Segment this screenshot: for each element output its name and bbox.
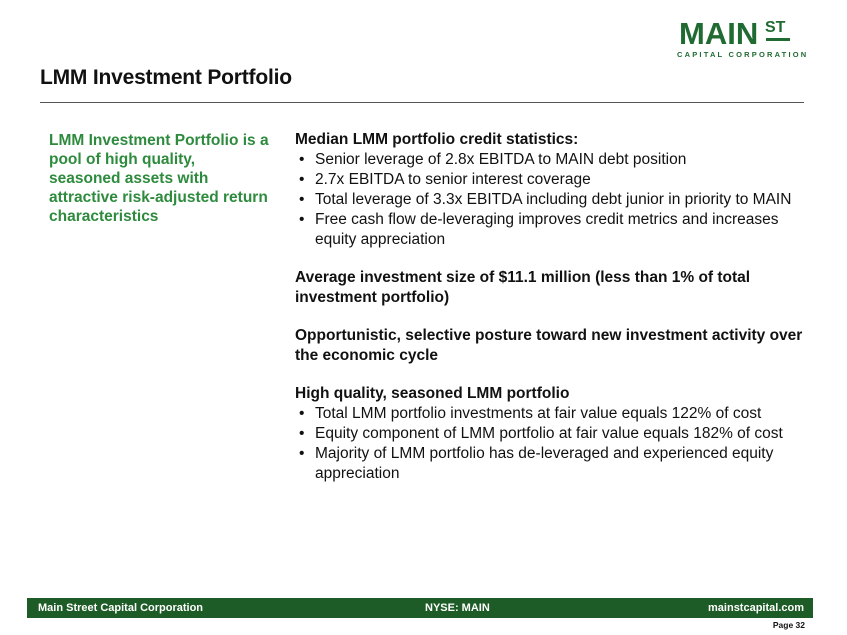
title-divider	[40, 102, 804, 103]
logo-underline	[766, 38, 790, 41]
content-body: Median LMM portfolio credit statistics: …	[295, 130, 805, 484]
spacer	[295, 250, 805, 268]
section-heading: Median LMM portfolio credit statistics:	[295, 131, 579, 148]
section-credit-stats: Median LMM portfolio credit statistics: …	[295, 130, 805, 250]
footer-bar: Main Street Capital Corporation NYSE: MA…	[27, 598, 813, 618]
section-heading: Average investment size of $11.1 million…	[295, 269, 751, 306]
page-title: LMM Investment Portfolio	[40, 66, 292, 89]
footer-website-link[interactable]: mainstcapital.com	[708, 602, 804, 614]
bullet-item: Total LMM portfolio investments at fair …	[295, 404, 805, 424]
bullet-item: Free cash flow de-leveraging improves cr…	[295, 210, 805, 250]
section-posture: Opportunistic, selective posture toward …	[295, 326, 805, 366]
bullet-item: Majority of LMM portfolio has de-leverag…	[295, 444, 805, 484]
logo-subtitle: CAPITAL CORPORATION	[677, 50, 809, 59]
section-heading: High quality, seasoned LMM portfolio	[295, 385, 570, 402]
footer-ticker: NYSE: MAIN	[425, 602, 490, 614]
spacer	[295, 308, 805, 326]
bullet-item: Senior leverage of 2.8x EBITDA to MAIN d…	[295, 150, 805, 170]
section-portfolio-quality: High quality, seasoned LMM portfolio Tot…	[295, 384, 805, 484]
section-investment-size: Average investment size of $11.1 million…	[295, 268, 805, 308]
logo-main-text: MAIN	[679, 16, 759, 51]
company-logo: MAIN ST CAPITAL CORPORATION	[672, 16, 806, 64]
section-heading: Opportunistic, selective posture toward …	[295, 327, 803, 364]
bullet-list: Total LMM portfolio investments at fair …	[295, 404, 805, 484]
footer-company-name: Main Street Capital Corporation	[38, 602, 204, 614]
logo-st-text: ST	[765, 19, 786, 36]
bullet-item: Equity component of LMM portfolio at fai…	[295, 424, 805, 444]
summary-callout: LMM Investment Portfolio is a pool of hi…	[49, 132, 269, 225]
page-number: Page 32	[772, 620, 805, 630]
bullet-list: Senior leverage of 2.8x EBITDA to MAIN d…	[295, 150, 805, 250]
spacer	[295, 366, 805, 384]
bullet-item: 2.7x EBITDA to senior interest coverage	[295, 170, 805, 190]
bullet-item: Total leverage of 3.3x EBITDA including …	[295, 190, 805, 210]
